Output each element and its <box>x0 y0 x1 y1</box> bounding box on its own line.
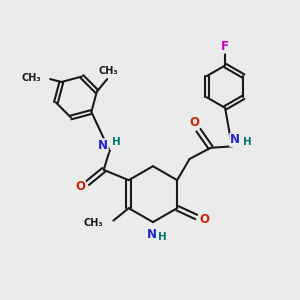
Text: N: N <box>98 139 108 152</box>
Text: O: O <box>199 213 209 226</box>
Text: CH₃: CH₃ <box>99 66 118 76</box>
Text: O: O <box>189 116 199 129</box>
Text: O: O <box>75 180 85 193</box>
Text: H: H <box>158 232 167 242</box>
Text: H: H <box>243 137 252 147</box>
Text: H: H <box>112 137 120 148</box>
Text: F: F <box>221 40 229 53</box>
Text: N: N <box>146 228 157 241</box>
Text: CH₃: CH₃ <box>83 218 103 228</box>
Text: CH₃: CH₃ <box>22 73 41 82</box>
Text: N: N <box>230 133 240 146</box>
